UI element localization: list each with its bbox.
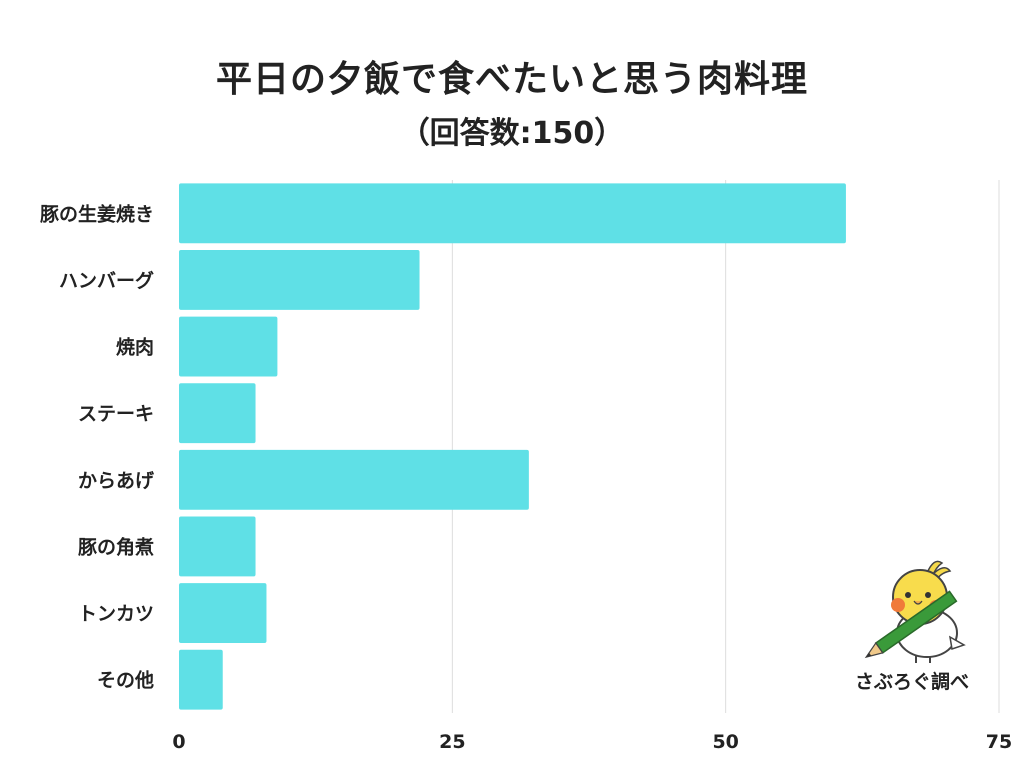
- bar: [179, 383, 256, 444]
- bar: [179, 249, 420, 310]
- category-label: その他: [97, 669, 154, 692]
- bird-with-pencil-icon: [864, 560, 966, 663]
- chart-title: 平日の夕飯で食べたいと思う肉料理: [215, 59, 808, 100]
- category-label: トンカツ: [78, 603, 154, 625]
- bar: [179, 583, 267, 644]
- category-label: 豚の角煮: [78, 535, 154, 558]
- bar: [179, 316, 278, 377]
- bar: [179, 649, 223, 710]
- category-label: からあげ: [78, 470, 155, 492]
- x-tick-label: 25: [439, 731, 465, 753]
- survey-source-label: さぶろぐ調べ: [854, 671, 969, 693]
- x-tick-label: 50: [712, 731, 738, 753]
- x-tick-label: 75: [986, 731, 1012, 753]
- x-tick-label: 0: [172, 731, 185, 753]
- category-label: ステーキ: [78, 403, 154, 425]
- bar: [179, 516, 256, 577]
- bar: [179, 449, 529, 510]
- chart-subtitle: （回答数:150）: [399, 116, 625, 151]
- bar: [179, 183, 846, 244]
- category-label: 豚の生姜焼き: [40, 202, 154, 225]
- category-label: 焼肉: [116, 336, 154, 359]
- survey-badge: さぶろぐ調べ: [832, 555, 992, 695]
- category-label: ハンバーグ: [59, 269, 154, 292]
